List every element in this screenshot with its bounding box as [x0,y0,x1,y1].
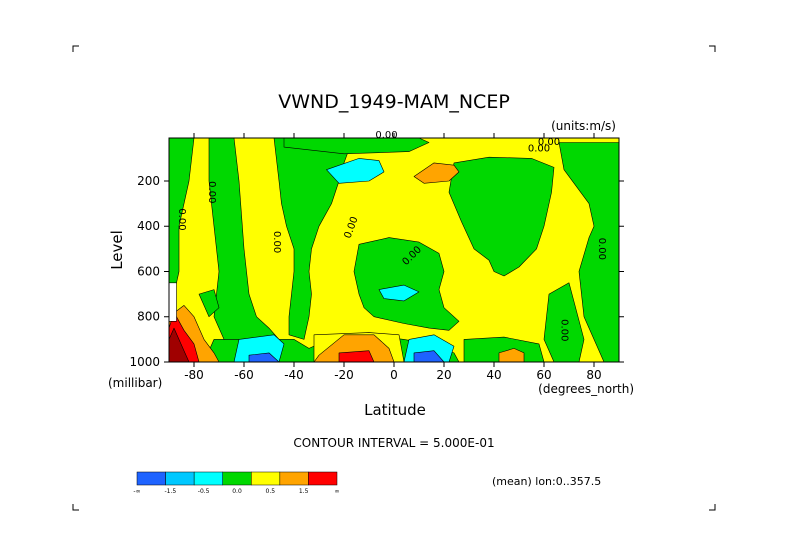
x-tick-label: -40 [284,368,304,382]
region-orange-north-low [498,348,525,363]
contour-label: 0.00 [538,137,560,148]
contour-label: 0.00 [206,181,217,203]
y-axis-units: (millibar) [108,376,162,390]
colorbar: -∞ -1.5 -0.5 0.0 0.5 1.5 ∞ [133,471,340,495]
contour-label: 0.00 [559,319,570,341]
x-tick-label: -80 [184,368,204,382]
colorbar-swatch [193,471,223,486]
x-tick-label: -60 [234,368,254,382]
units-label: (units:m/s) [551,119,616,133]
colorbar-swatch [279,471,309,486]
crop-marks [72,45,716,511]
colorbar-label: -0.5 [198,488,210,495]
x-axis-label: Latitude [364,401,426,419]
colorbar-swatch [251,471,281,486]
axes: -80 -60 -40 -20 0 20 40 60 80 200 400 600 800 1000 [129,133,624,382]
chart-title: VWND_1949-MAM_NCEP [278,91,510,113]
colorbar-swatch [165,471,195,486]
colorbar-label: 0.5 [266,488,276,495]
y-tick-label: 600 [137,264,160,278]
colorbar-swatch [136,471,166,486]
contour-label: 0.00 [375,130,397,141]
region-orange-north-upper [413,162,460,184]
region-red-tropic-low [338,350,375,363]
region-cyan-upper-tropic [326,158,385,184]
contour-label: 0.00 [596,238,607,260]
y-tick-label: 1000 [129,355,160,369]
colorbar-swatch [308,471,338,486]
plot-area [168,137,620,363]
contour-label: 0.00 [176,208,187,230]
contour-label: 0.00 [528,144,550,155]
region-cyan-mid [378,284,420,302]
y-tick-label: 400 [137,219,160,233]
colorbar-label: ∞ [335,488,340,495]
colorbar-label: 1.5 [299,488,309,495]
contour-interval-text: CONTOUR INTERVAL = 5.000E-01 [293,436,494,450]
colorbar-label: -1.5 [164,488,176,495]
region-green-north-big [448,156,555,277]
x-tick-label: 60 [536,368,551,382]
y-axis-label: Level [108,230,126,270]
region-green-south-lower [198,289,220,318]
contour-label: 0.00 [271,231,282,253]
x-tick-label: 40 [486,368,501,382]
y-tick-label: 200 [137,174,160,188]
colorbar-swatch [222,471,252,486]
x-tick-label: 80 [586,368,601,382]
x-tick-label: 20 [436,368,451,382]
x-axis-units: (degrees_north) [538,382,634,396]
colorbar-label: -∞ [133,488,140,495]
region-green-tropical-mid [353,237,460,331]
footer-mean-text: (mean) lon:0..357.5 [492,475,601,488]
y-tick-label: 800 [137,310,160,324]
x-tick-label: 0 [390,368,398,382]
colorbar-label: 0.0 [232,488,242,495]
region-white-mask [168,282,177,322]
x-tick-label: -20 [334,368,354,382]
